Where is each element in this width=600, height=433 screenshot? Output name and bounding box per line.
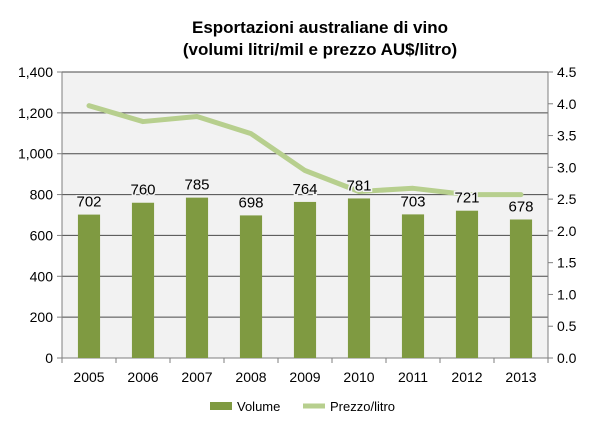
x-tick-label: 2005 xyxy=(73,369,104,385)
x-tick-label: 2013 xyxy=(505,369,536,385)
bar xyxy=(509,219,533,358)
x-tick-label: 2010 xyxy=(343,369,374,385)
y-right-tick-label: 2.5 xyxy=(557,191,577,207)
bar xyxy=(455,210,479,358)
y-right-tick-label: 1.5 xyxy=(557,255,577,271)
bar xyxy=(401,214,425,358)
bar xyxy=(239,215,263,358)
bar-data-label: 781 xyxy=(346,177,371,194)
y-left-tick-label: 0 xyxy=(45,350,53,366)
legend-swatch-volume xyxy=(210,402,232,410)
bar xyxy=(185,197,209,358)
bar-data-label: 785 xyxy=(184,177,209,194)
chart-title: Esportazioni australiane di vino xyxy=(192,18,448,37)
y-right-tick-label: 0.0 xyxy=(557,350,577,366)
y-right-tick-label: 3.5 xyxy=(557,128,577,144)
plot-area: 0 200 400 600 800 1,000 1,200 1,400 0.0 0.5 1.0 1.5… xyxy=(18,64,577,385)
x-tick-label: 2007 xyxy=(181,369,212,385)
y-left-tick-label: 1,400 xyxy=(18,64,53,80)
legend-label-volume: Volume xyxy=(237,399,280,414)
y-right-tick-label: 4.0 xyxy=(557,96,577,112)
y-left-tick-label: 400 xyxy=(30,268,54,284)
x-tick-label: 2008 xyxy=(235,369,266,385)
bar-data-label: 764 xyxy=(292,181,317,198)
y-right-tick-label: 3.0 xyxy=(557,159,577,175)
bar-data-label: 702 xyxy=(76,194,101,211)
bar-data-label: 760 xyxy=(130,182,155,199)
x-tick-label: 2012 xyxy=(451,369,482,385)
y-left-tick-label: 600 xyxy=(30,227,54,243)
bar xyxy=(77,214,101,358)
y-right-tick-label: 0.5 xyxy=(557,318,577,334)
bar-data-label: 678 xyxy=(508,198,533,215)
x-tick-label: 2011 xyxy=(398,369,428,385)
bar xyxy=(131,202,155,358)
chart-subtitle: (volumi litri/mil e prezzo AU$/litro) xyxy=(183,40,457,59)
bar-data-label: 721 xyxy=(454,190,479,207)
y-right-tick-label: 1.0 xyxy=(557,286,577,302)
bar xyxy=(293,201,317,358)
bar-data-label: 703 xyxy=(400,193,425,210)
y-left-tick-label: 200 xyxy=(30,309,54,325)
y-left-tick-label: 800 xyxy=(30,187,54,203)
legend: Volume Prezzo/litro xyxy=(210,399,395,414)
x-tick-label: 2006 xyxy=(127,369,158,385)
y-right-tick-label: 2.0 xyxy=(557,223,577,239)
bar-data-label: 698 xyxy=(238,194,263,211)
y-left-tick-label: 1,200 xyxy=(18,105,53,121)
price-line xyxy=(86,103,524,198)
legend-label-price: Prezzo/litro xyxy=(330,399,395,414)
bar xyxy=(347,198,371,358)
y-left-tick-label: 1,000 xyxy=(18,146,53,162)
y-right-tick-label: 4.5 xyxy=(557,64,577,80)
x-tick-label: 2009 xyxy=(289,369,320,385)
